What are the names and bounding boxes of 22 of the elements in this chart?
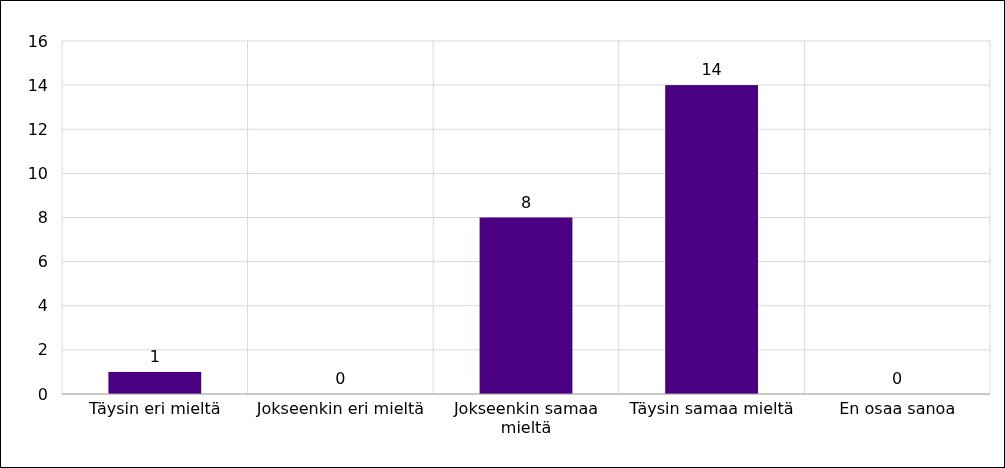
data-label: 8	[520, 192, 532, 212]
y-tick-label: 8	[37, 208, 48, 228]
bar	[665, 85, 758, 394]
x-tick-label: Täysin eri mieltä	[88, 399, 221, 418]
data-label: 0	[335, 369, 346, 388]
x-tick-label: Jokseenkin eri mieltä	[255, 399, 425, 418]
x-tick-label: En osaa sanoa	[839, 399, 956, 418]
y-tick-label: 6	[37, 252, 48, 272]
x-tick-label: Jokseenkin samaa mieltä	[452, 399, 599, 437]
y-tick-label: 12	[27, 119, 48, 139]
y-tick-label: 0	[37, 384, 48, 404]
x-tick-label: Täysin samaa mieltä	[628, 399, 794, 418]
y-tick-label: 16	[27, 31, 48, 51]
bar	[479, 217, 573, 394]
y-tick-label: 14	[27, 75, 48, 95]
y-tick-label: 4	[37, 296, 48, 316]
data-label: 1	[149, 346, 160, 366]
data-label: 0	[892, 369, 903, 388]
bar	[108, 371, 202, 394]
y-tick-label: 2	[37, 340, 48, 360]
y-tick-label: 10	[27, 163, 48, 183]
data-label: 14	[701, 60, 722, 80]
